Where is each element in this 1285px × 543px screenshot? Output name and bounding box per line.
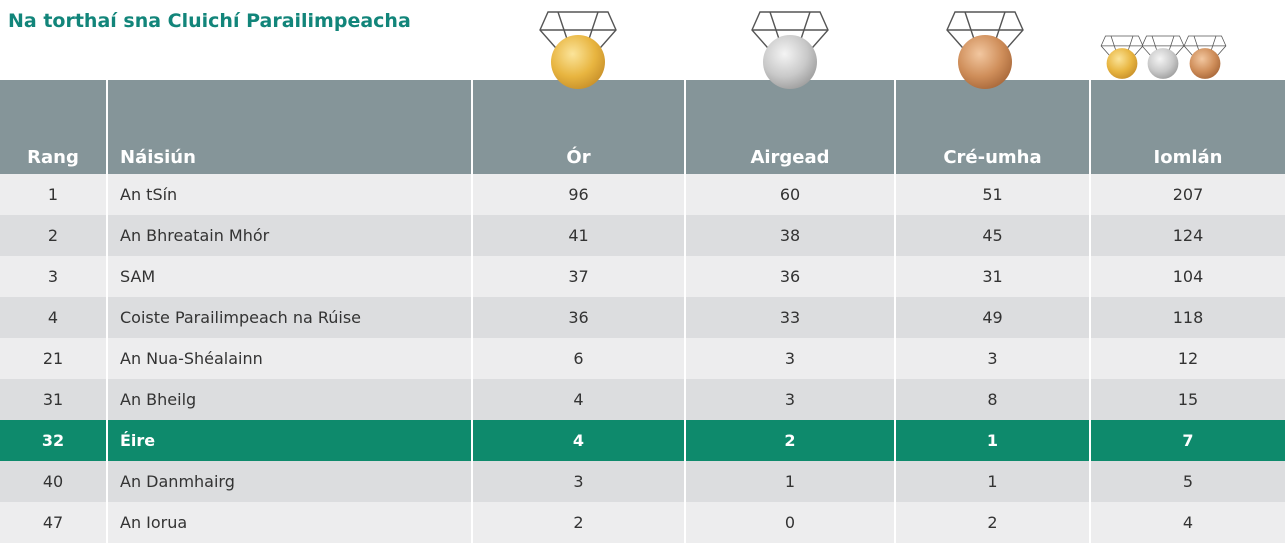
table-cell: 60 bbox=[684, 174, 895, 215]
table-cell: 36 bbox=[684, 256, 895, 297]
table-row: 4 Coiste Parailimpeach na Rúise 36 33 49 118 bbox=[0, 297, 1285, 338]
table-cell: 41 bbox=[471, 215, 685, 256]
table-cell: 51 bbox=[894, 174, 1090, 215]
table-cell: 31 bbox=[894, 256, 1090, 297]
table-cell: Éire bbox=[106, 420, 472, 461]
table-body: 1 An tSín 96 60 51 207 2 An Bhreatain Mhór 41 38 4… bbox=[0, 174, 1285, 543]
table-cell: An Bheilg bbox=[106, 379, 472, 420]
table-row: 40 An Danmhairg 3 1 1 5 bbox=[0, 461, 1285, 502]
table-cell: 4 bbox=[471, 379, 685, 420]
table-cell: 1 bbox=[894, 420, 1090, 461]
table-cell: 7 bbox=[1089, 420, 1285, 461]
table-row: 1 An tSín 96 60 51 207 bbox=[0, 174, 1285, 215]
table-cell: 37 bbox=[471, 256, 685, 297]
silver-medal-small bbox=[1141, 35, 1185, 79]
table-cell: An tSín bbox=[106, 174, 472, 215]
table-cell: 3 bbox=[684, 338, 895, 379]
table-cell: 49 bbox=[894, 297, 1090, 338]
table-cell: 1 bbox=[894, 461, 1090, 502]
table-row: 3 SAM 37 36 31 104 bbox=[0, 256, 1285, 297]
table-row: 32 Éire 4 2 1 7 bbox=[0, 420, 1285, 461]
table-cell: 45 bbox=[894, 215, 1090, 256]
table-cell: 124 bbox=[1089, 215, 1285, 256]
table-cell: 2 bbox=[471, 502, 685, 543]
table-cell: 4 bbox=[1089, 502, 1285, 543]
header-cell: Náisiún bbox=[106, 80, 472, 174]
table-cell: 5 bbox=[1089, 461, 1285, 502]
table-cell: 32 bbox=[0, 420, 107, 461]
table-cell: 207 bbox=[1089, 174, 1285, 215]
table-cell: 3 bbox=[0, 256, 107, 297]
table-cell: An Bhreatain Mhór bbox=[106, 215, 472, 256]
table-cell: 3 bbox=[684, 379, 895, 420]
table-cell: Coiste Parailimpeach na Rúise bbox=[106, 297, 472, 338]
table-cell: 47 bbox=[0, 502, 107, 543]
table-cell: An Danmhairg bbox=[106, 461, 472, 502]
table-cell: 0 bbox=[684, 502, 895, 543]
table-cell: 1 bbox=[0, 174, 107, 215]
bronze-medal-small bbox=[1183, 35, 1227, 79]
results-table: Rang Náisiún Ór Airgead Cré-umha Iomlán 1 An t… bbox=[0, 80, 1285, 543]
table-cell: 31 bbox=[0, 379, 107, 420]
table-cell: 12 bbox=[1089, 338, 1285, 379]
table-cell: 3 bbox=[894, 338, 1090, 379]
table-cell: 118 bbox=[1089, 297, 1285, 338]
table-cell: 38 bbox=[684, 215, 895, 256]
header-cell: Ór bbox=[471, 80, 685, 174]
table-cell: An Iorua bbox=[106, 502, 472, 543]
header-cell: Iomlán bbox=[1089, 80, 1285, 174]
table-cell: 33 bbox=[684, 297, 895, 338]
table-cell: 36 bbox=[471, 297, 685, 338]
header-cell: Cré-umha bbox=[894, 80, 1090, 174]
table-row: 31 An Bheilg 4 3 8 15 bbox=[0, 379, 1285, 420]
table-cell: 2 bbox=[684, 420, 895, 461]
table-cell: 1 bbox=[684, 461, 895, 502]
header-cell: Airgead bbox=[684, 80, 895, 174]
table-cell: 104 bbox=[1089, 256, 1285, 297]
gold-medal bbox=[539, 11, 617, 89]
table-row: 21 An Nua-Shéalainn 6 3 3 12 bbox=[0, 338, 1285, 379]
table-cell: An Nua-Shéalainn bbox=[106, 338, 472, 379]
table-cell: 8 bbox=[894, 379, 1090, 420]
table-row: 47 An Iorua 2 0 2 4 bbox=[0, 502, 1285, 543]
header-row: Rang Náisiún Ór Airgead Cré-umha Iomlán bbox=[0, 80, 1285, 174]
table-row: 2 An Bhreatain Mhór 41 38 45 124 bbox=[0, 215, 1285, 256]
title: Na torthaí sna Cluichí Parailimpeacha bbox=[8, 10, 411, 32]
table-cell: 6 bbox=[471, 338, 685, 379]
table-cell: 4 bbox=[0, 297, 107, 338]
table-cell: 4 bbox=[471, 420, 685, 461]
header-cell: Rang bbox=[0, 80, 107, 174]
table-cell: 96 bbox=[471, 174, 685, 215]
gold-medal-small bbox=[1100, 35, 1144, 79]
table-cell: 2 bbox=[0, 215, 107, 256]
silver-medal bbox=[751, 11, 829, 89]
bronze-medal bbox=[946, 11, 1024, 89]
table-cell: SAM bbox=[106, 256, 472, 297]
table-cell: 15 bbox=[1089, 379, 1285, 420]
table-cell: 21 bbox=[0, 338, 107, 379]
table-cell: 2 bbox=[894, 502, 1090, 543]
table-cell: 40 bbox=[0, 461, 107, 502]
table-cell: 3 bbox=[471, 461, 685, 502]
